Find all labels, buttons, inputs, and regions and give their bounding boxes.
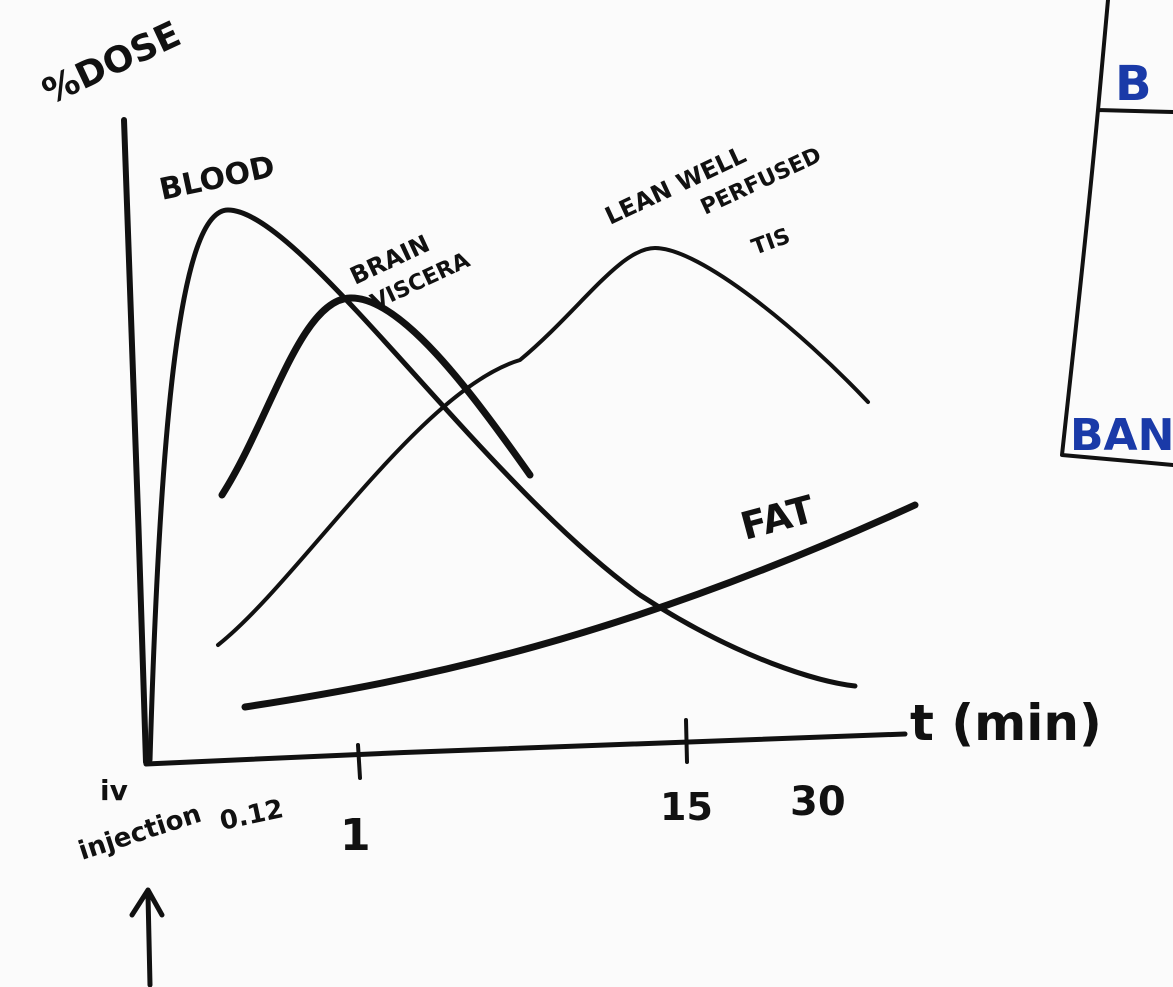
lean-tissue-curve [216, 246, 870, 647]
origin-label: iv [100, 774, 128, 807]
arrow [129, 887, 165, 987]
brain-viscera-curve [218, 294, 534, 499]
x-tick-label: 1 [340, 810, 371, 861]
tick [684, 718, 689, 764]
y-axis [121, 117, 149, 765]
side-bottom-label: BAN [1070, 410, 1173, 461]
fat-curve [241, 501, 919, 711]
blood-curve [147, 207, 858, 763]
tick [356, 743, 362, 780]
x-axis [143, 731, 908, 767]
x-label: t (min) [910, 694, 1102, 752]
side-top-label: B [1115, 56, 1152, 112]
x-tick-label: 30 [790, 779, 846, 825]
x-tick-label: 15 [660, 785, 713, 829]
side-box [1060, 0, 1173, 467]
